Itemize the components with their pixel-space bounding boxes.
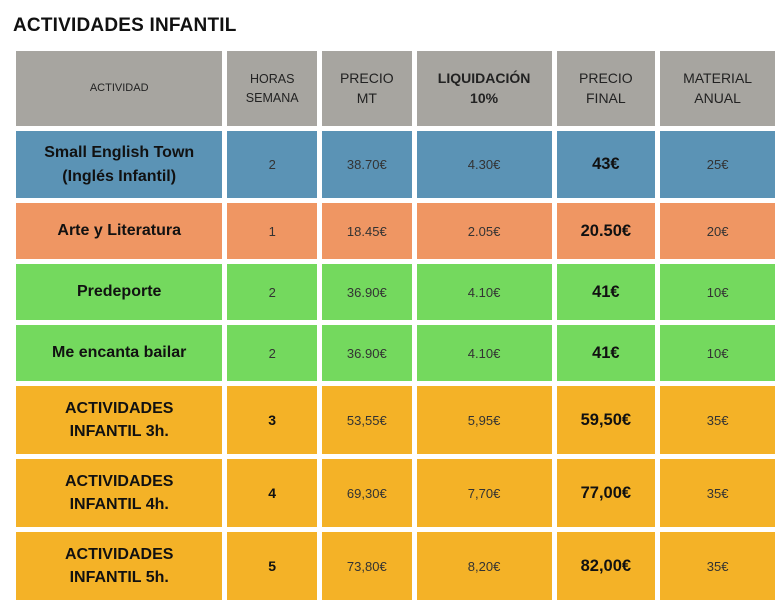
table-row: ACTIVIDADES INFANTIL 4h. 4 69,30€ 7,70€ 7… — [16, 459, 775, 527]
liquidacion-cell: 4.30€ — [416, 131, 552, 198]
material-cell: 10€ — [660, 264, 775, 320]
precio-final-cell: 43€ — [556, 131, 656, 198]
activity-name: Predeporte — [16, 264, 223, 320]
horas-cell: 1 — [227, 203, 317, 259]
material-cell: 10€ — [660, 325, 775, 381]
horas-cell: 2 — [227, 325, 317, 381]
activity-name: ACTIVIDADES INFANTIL 4h. — [16, 459, 223, 527]
liquidacion-cell: 7,70€ — [416, 459, 552, 527]
material-cell: 35€ — [660, 532, 775, 600]
liquidacion-cell: 4.10€ — [416, 264, 552, 320]
header-material-anual: MATERIAL ANUAL — [660, 51, 775, 126]
table-row: Arte y Literatura 1 18.45€ 2.05€ 20.50€ … — [16, 203, 775, 259]
liquidacion-cell: 4.10€ — [416, 325, 552, 381]
activity-name: Me encanta bailar — [16, 325, 223, 381]
precio-mt-cell: 53,55€ — [322, 386, 412, 454]
activity-name: Small English Town (Inglés Infantil) — [16, 131, 223, 198]
material-cell: 20€ — [660, 203, 775, 259]
header-precio-mt: PRECIO MT — [322, 51, 412, 126]
liquidacion-cell: 5,95€ — [416, 386, 552, 454]
activity-name: ACTIVIDADES INFANTIL 3h. — [16, 386, 223, 454]
material-cell: 25€ — [660, 131, 775, 198]
precio-mt-cell: 38.70€ — [322, 131, 412, 198]
table-row: Predeporte 2 36.90€ 4.10€ 41€ 10€ — [16, 264, 775, 320]
table-header-row: ACTIVIDAD HORAS SEMANA PRECIO MT LIQUIDACI… — [16, 51, 775, 126]
horas-cell: 2 — [227, 264, 317, 320]
precio-mt-cell: 36.90€ — [322, 325, 412, 381]
horas-cell: 2 — [227, 131, 317, 198]
precio-mt-cell: 36.90€ — [322, 264, 412, 320]
table-row: Me encanta bailar 2 36.90€ 4.10€ 41€ 10€ — [16, 325, 775, 381]
header-actividad: ACTIVIDAD — [16, 51, 223, 126]
material-cell: 35€ — [660, 386, 775, 454]
material-cell: 35€ — [660, 459, 775, 527]
precio-final-cell: 20.50€ — [556, 203, 656, 259]
horas-cell: 4 — [227, 459, 317, 527]
activity-name: ACTIVIDADES INFANTIL 5h. — [16, 532, 223, 600]
header-liquidacion: LIQUIDACIÓN 10% — [416, 51, 552, 126]
table-row: ACTIVIDADES INFANTIL 3h. 3 53,55€ 5,95€ 5… — [16, 386, 775, 454]
precio-mt-cell: 69,30€ — [322, 459, 412, 527]
activities-table: ACTIVIDAD HORAS SEMANA PRECIO MT LIQUIDACI… — [11, 46, 780, 605]
horas-cell: 5 — [227, 532, 317, 600]
activity-name: Arte y Literatura — [16, 203, 223, 259]
liquidacion-cell: 8,20€ — [416, 532, 552, 600]
precio-mt-cell: 18.45€ — [322, 203, 412, 259]
table-row: ACTIVIDADES INFANTIL 5h. 5 73,80€ 8,20€ 8… — [16, 532, 775, 600]
header-horas-semana: HORAS SEMANA — [227, 51, 317, 126]
header-precio-final: PRECIO FINAL — [556, 51, 656, 126]
precio-final-cell: 59,50€ — [556, 386, 656, 454]
precio-final-cell: 41€ — [556, 325, 656, 381]
liquidacion-cell: 2.05€ — [416, 203, 552, 259]
precio-final-cell: 77,00€ — [556, 459, 656, 527]
table-row: Small English Town (Inglés Infantil) 2 38… — [16, 131, 775, 198]
precio-mt-cell: 73,80€ — [322, 532, 412, 600]
precio-final-cell: 41€ — [556, 264, 656, 320]
page-title: ACTIVIDADES INFANTIL — [13, 15, 237, 36]
precio-final-cell: 82,00€ — [556, 532, 656, 600]
horas-cell: 3 — [227, 386, 317, 454]
